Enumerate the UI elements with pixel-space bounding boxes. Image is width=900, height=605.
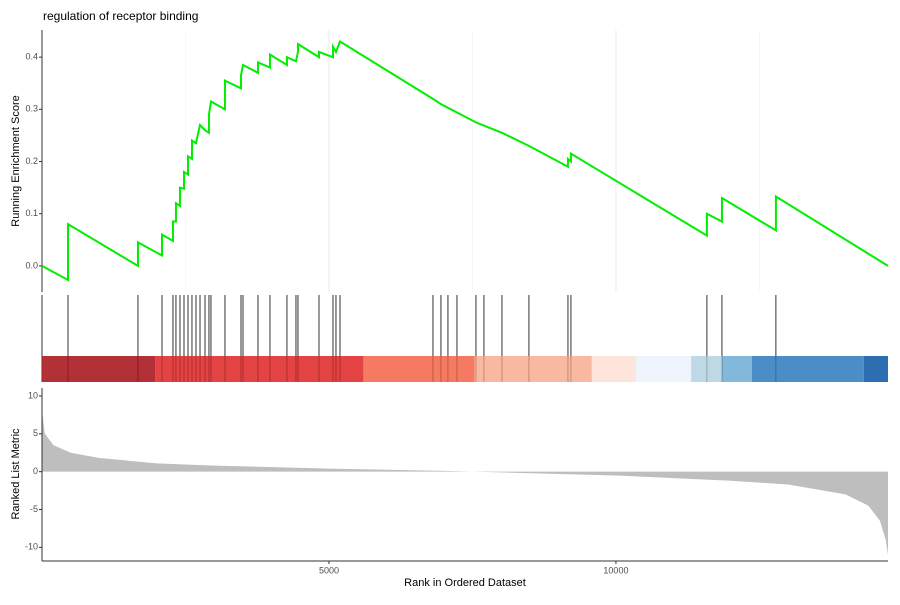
- y-tick-label: -10: [25, 542, 38, 552]
- y-axis-title: Ranked List Metric: [10, 428, 22, 520]
- y-tick-label: 0.3: [25, 104, 38, 114]
- color-band: [691, 356, 723, 382]
- color-band: [42, 356, 156, 382]
- color-band: [722, 356, 752, 382]
- color-band: [155, 356, 364, 382]
- y-axis-title: Running Enrichment Score: [10, 95, 22, 226]
- y-tick-label: 0.1: [25, 208, 38, 218]
- y-tick-label: 0.2: [25, 156, 38, 166]
- x-tick-label: 10000: [603, 565, 628, 575]
- color-band: [636, 356, 692, 382]
- color-band: [591, 356, 637, 382]
- x-axis-title: Rank in Ordered Dataset: [404, 577, 526, 589]
- y-tick-label: 5: [33, 428, 38, 438]
- metric-area: [42, 411, 888, 555]
- color-band: [363, 356, 475, 382]
- y-tick-label: 0: [33, 466, 38, 476]
- y-tick-label: 10: [28, 390, 38, 400]
- chart-title: regulation of receptor binding: [43, 9, 198, 23]
- enrichment-line: [41, 39, 889, 282]
- x-tick-label: 5000: [319, 565, 339, 575]
- color-band: [751, 356, 864, 382]
- y-tick-label: 0.0: [25, 260, 38, 270]
- color-band: [863, 356, 888, 382]
- y-tick-label: 0.4: [25, 52, 38, 62]
- y-tick-label: -5: [30, 504, 38, 514]
- color-band: [474, 356, 592, 382]
